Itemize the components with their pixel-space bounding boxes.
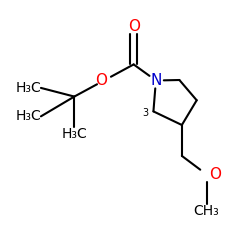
Text: N: N <box>150 73 162 88</box>
Text: CH₃: CH₃ <box>194 204 220 218</box>
Text: O: O <box>209 167 221 182</box>
Text: H₃C: H₃C <box>15 81 41 95</box>
Text: O: O <box>128 18 140 34</box>
Text: 3: 3 <box>142 108 148 118</box>
Text: O: O <box>96 73 108 88</box>
Text: H₃C: H₃C <box>62 128 87 141</box>
Text: H₃C: H₃C <box>15 109 41 123</box>
